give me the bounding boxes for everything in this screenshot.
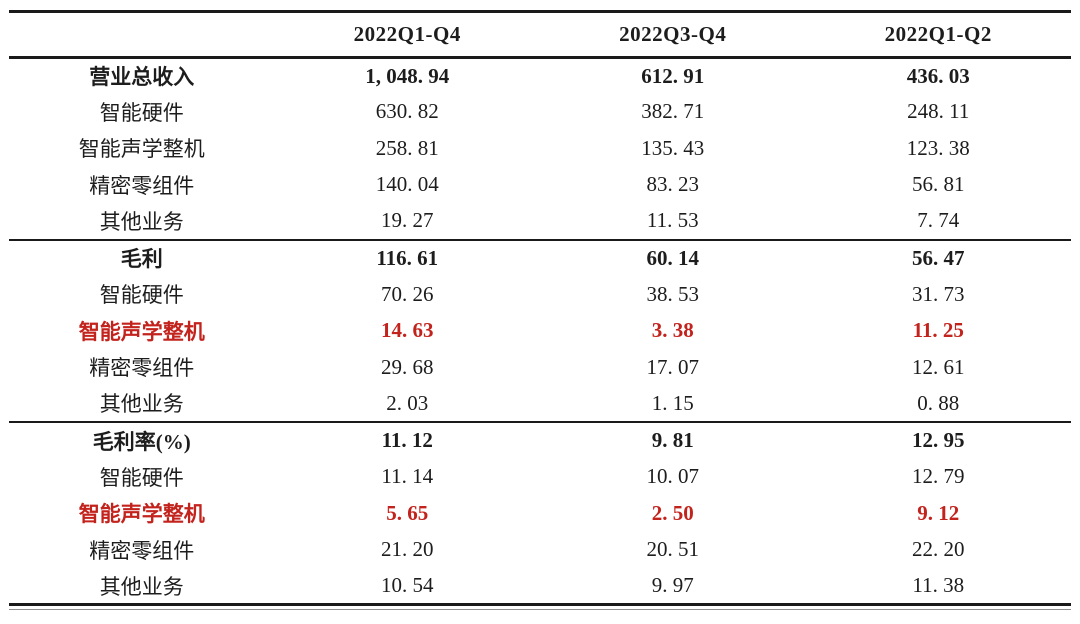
cell-value: 1, 048. 94	[365, 63, 450, 88]
row-label: 智能声学整机	[78, 319, 205, 344]
cell-value: 70. 26	[381, 281, 434, 306]
row-label: 营业总收入	[89, 65, 195, 89]
row-label: 精密零组件	[89, 356, 195, 381]
row-label: 精密零组件	[89, 538, 195, 563]
cell-value: 248. 11	[907, 99, 970, 124]
cell-value: 9. 97	[651, 573, 694, 597]
cell-value: 382. 71	[641, 99, 705, 124]
cell-value: 38. 53	[646, 281, 700, 306]
table-row: 其他业务 2. 03 1. 15 0. 88	[9, 386, 1071, 423]
cell-value: 12. 61	[912, 354, 965, 379]
cell-value: 60. 14	[646, 245, 700, 270]
cell-value: 0. 88	[917, 390, 960, 415]
row-label: 其他业务	[99, 209, 184, 234]
cell-value: 56. 47	[912, 245, 965, 270]
table-header-row: 2022Q1-Q4 2022Q3-Q4 2022Q1-Q2	[9, 13, 1071, 59]
table-row: 智能硬件 70. 26 38. 53 31. 73	[9, 276, 1071, 313]
cell-value: 116. 61	[376, 245, 439, 270]
section-gross-profit: 毛利 116. 61 60. 14 56. 47 智能硬件 70. 26 38.…	[9, 240, 1071, 423]
row-label: 毛利	[120, 247, 163, 272]
cell-value: 14. 63	[381, 318, 434, 343]
cell-value: 11. 14	[381, 464, 434, 489]
cell-value: 1. 15	[651, 390, 694, 415]
cell-value: 10. 54	[381, 573, 434, 597]
table-row: 毛利率(%) 11. 12 9. 81 12. 95	[9, 422, 1071, 459]
financial-table: 2022Q1-Q4 2022Q3-Q4 2022Q1-Q2 营业总收入 1, 0…	[9, 13, 1071, 606]
cell-value: 7. 74	[917, 208, 960, 233]
table-row: 营业总收入 1, 048. 94 612. 91 436. 03	[9, 57, 1071, 94]
table-row-highlighted: 智能声学整机 14. 63 3. 38 11. 25	[9, 313, 1071, 350]
row-label: 智能声学整机	[78, 137, 205, 162]
table-row: 毛利 116. 61 60. 14 56. 47	[9, 240, 1071, 277]
cell-value: 31. 73	[912, 281, 965, 306]
table-row: 精密零组件 140. 04 83. 23 56. 81	[9, 167, 1071, 204]
table-row: 其他业务 10. 54 9. 97 11. 38	[9, 568, 1071, 605]
table-row: 精密零组件 29. 68 17. 07 12. 61	[9, 349, 1071, 386]
cell-value: 123. 38	[906, 135, 970, 160]
row-label: 智能声学整机	[78, 502, 205, 527]
cell-value: 29. 68	[381, 354, 434, 379]
table-row: 智能硬件 11. 14 10. 07 12. 79	[9, 459, 1071, 496]
cell-value: 135. 43	[641, 135, 705, 160]
cell-value: 12. 79	[912, 464, 965, 489]
cell-value: 10. 07	[646, 464, 700, 489]
section-gross-margin: 毛利率(%) 11. 12 9. 81 12. 95 智能硬件 11. 14 1…	[9, 422, 1071, 605]
cell-value: 9. 12	[917, 500, 960, 525]
table-row: 智能声学整机 258. 81 135. 43 123. 38	[9, 130, 1071, 167]
row-label: 智能硬件	[99, 283, 184, 308]
cell-value: 140. 04	[375, 172, 439, 197]
cell-value: 258. 81	[375, 135, 439, 160]
section-total-revenue: 营业总收入 1, 048. 94 612. 91 436. 03 智能硬件 63…	[9, 57, 1071, 240]
table-row: 智能硬件 630. 82 382. 71 248. 11	[9, 94, 1071, 131]
row-label: 其他业务	[99, 392, 184, 417]
row-label: 毛利率(%)	[92, 429, 191, 454]
table-row-highlighted: 智能声学整机 5. 65 2. 50 9. 12	[9, 495, 1071, 532]
cell-value: 20. 51	[646, 537, 700, 562]
table-header: 2022Q1-Q4 2022Q3-Q4 2022Q1-Q2	[9, 13, 1071, 59]
cell-value: 3. 38	[651, 318, 694, 343]
row-label: 其他业务	[99, 574, 184, 599]
row-label: 精密零组件	[89, 173, 195, 198]
cell-value: 11. 12	[381, 428, 433, 453]
cell-value: 630. 82	[375, 99, 439, 124]
header-cell-2022q1-q4: 2022Q1-Q4	[274, 13, 540, 59]
cell-value: 5. 65	[386, 500, 429, 525]
row-label: 智能硬件	[99, 465, 184, 490]
cell-value: 11. 38	[912, 573, 965, 597]
cell-value: 22. 20	[912, 537, 965, 562]
cell-value: 56. 81	[912, 172, 965, 197]
table-row: 其他业务 19. 27 11. 53 7. 74	[9, 203, 1071, 240]
cell-value: 9. 81	[651, 428, 694, 453]
table-row: 精密零组件 21. 20 20. 51 22. 20	[9, 532, 1071, 569]
financial-table-container: 2022Q1-Q4 2022Q3-Q4 2022Q1-Q2 营业总收入 1, 0…	[9, 10, 1071, 610]
header-cell-empty	[9, 13, 275, 59]
cell-value: 19. 27	[381, 208, 434, 233]
cell-value: 11. 25	[912, 318, 964, 343]
row-label: 智能硬件	[99, 100, 184, 125]
cell-value: 17. 07	[646, 354, 700, 379]
cell-value: 21. 20	[381, 537, 434, 562]
cell-value: 83. 23	[646, 172, 700, 197]
cell-value: 612. 91	[641, 63, 705, 88]
header-cell-2022q3-q4: 2022Q3-Q4	[540, 13, 806, 59]
cell-value: 436. 03	[906, 63, 970, 88]
cell-value: 2. 03	[386, 390, 429, 415]
cell-value: 11. 53	[646, 208, 699, 233]
cell-value: 12. 95	[912, 428, 965, 453]
cell-value: 2. 50	[651, 500, 694, 525]
bottom-rule-divider	[9, 609, 1071, 610]
header-cell-2022q1-q2: 2022Q1-Q2	[805, 13, 1071, 59]
